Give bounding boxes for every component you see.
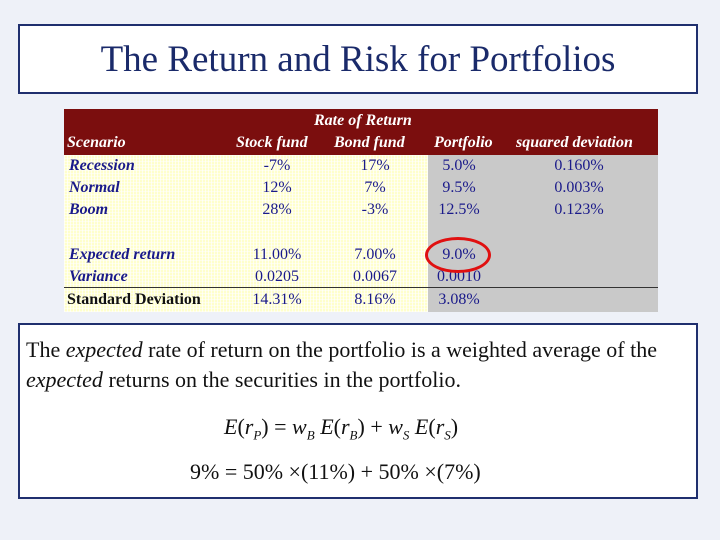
cell-bond: 7.00% — [354, 246, 396, 263]
formula-expected-return: E(rP) = wB E(rB) + wS E(rS) — [224, 414, 459, 443]
portfolio-columns-shading — [428, 155, 658, 312]
text-emphasis: expected — [65, 337, 143, 362]
formula-symbol: r — [435, 414, 445, 439]
row-label-boom: Boom — [69, 201, 109, 218]
row-label-recession: Recession — [69, 157, 135, 174]
header-stock-fund: Stock fund — [236, 134, 308, 151]
formula-symbol: E — [224, 414, 238, 439]
cell-stock: -7% — [263, 157, 291, 174]
cell-bond: 17% — [360, 157, 390, 174]
explanation-box: The expected rate of return on the portf… — [18, 323, 698, 499]
explanation-text: The expected rate of return on the portf… — [26, 335, 692, 395]
table-header — [64, 109, 658, 155]
formula-worked-example: 9% = 50% ×(11%) + 50% ×(7%) — [190, 459, 481, 484]
cell-stock: 11.00% — [252, 246, 302, 263]
cell-portfolio: 3.08% — [438, 291, 480, 308]
formula-subscript: B — [349, 427, 358, 443]
header-portfolio: Portfolio — [434, 134, 493, 151]
cell-stock: 12% — [262, 179, 292, 196]
row-label-variance: Variance — [69, 268, 128, 285]
divider — [64, 287, 658, 288]
cell-sqdev: 0.123% — [554, 201, 604, 218]
formula-symbol: r — [244, 414, 254, 439]
cell-stock: 14.31% — [252, 291, 302, 308]
cell-sqdev: 0.160% — [554, 157, 604, 174]
formula-symbol: w — [292, 414, 307, 439]
header-rate-of-return: Rate of Return — [314, 112, 412, 129]
text-part: The — [26, 337, 66, 362]
cell-stock: 0.0205 — [255, 268, 299, 285]
cell-sqdev: 0.003% — [554, 179, 604, 196]
cell-bond: 8.16% — [354, 291, 396, 308]
header-squared-deviation: squared deviation — [516, 134, 633, 151]
slide-title: The Return and Risk for Portfolios — [100, 38, 616, 80]
cell-bond: -3% — [361, 201, 389, 218]
formula-subscript: S — [402, 427, 410, 443]
header-bond-fund: Bond fund — [334, 134, 405, 151]
row-label-expected-return: Expected return — [69, 246, 176, 263]
formula-operator: + — [364, 414, 389, 439]
cell-bond: 7% — [364, 179, 386, 196]
text-emphasis: expected — [26, 367, 103, 392]
text-part: returns on the securities in the portfol… — [102, 367, 461, 392]
header-scenario: Scenario — [67, 134, 126, 151]
portfolio-table: Rate of Return Scenario Stock fund Bond … — [64, 109, 658, 312]
cell-portfolio: 9.5% — [442, 179, 476, 196]
formula-symbol: r — [340, 414, 350, 439]
text-part: rate of return on the portfolio is a wei… — [142, 337, 657, 362]
cell-portfolio: 5.0% — [442, 157, 476, 174]
highlight-ring — [425, 237, 491, 273]
cell-bond: 0.0067 — [353, 268, 397, 285]
row-label-standard-deviation: Standard Deviation — [67, 291, 201, 308]
title-box: The Return and Risk for Portfolios — [18, 24, 698, 94]
formula-symbol: E — [414, 414, 429, 439]
cell-stock: 28% — [262, 201, 292, 218]
formula-subscript: P — [253, 427, 262, 443]
formula-operator: = — [268, 414, 293, 439]
row-label-normal: Normal — [69, 179, 120, 196]
formula-symbol: E — [320, 414, 334, 439]
formula-subscript: S — [444, 427, 451, 443]
formula-subscript: B — [306, 427, 315, 443]
cell-portfolio: 12.5% — [438, 201, 480, 218]
formula-symbol: w — [388, 414, 403, 439]
